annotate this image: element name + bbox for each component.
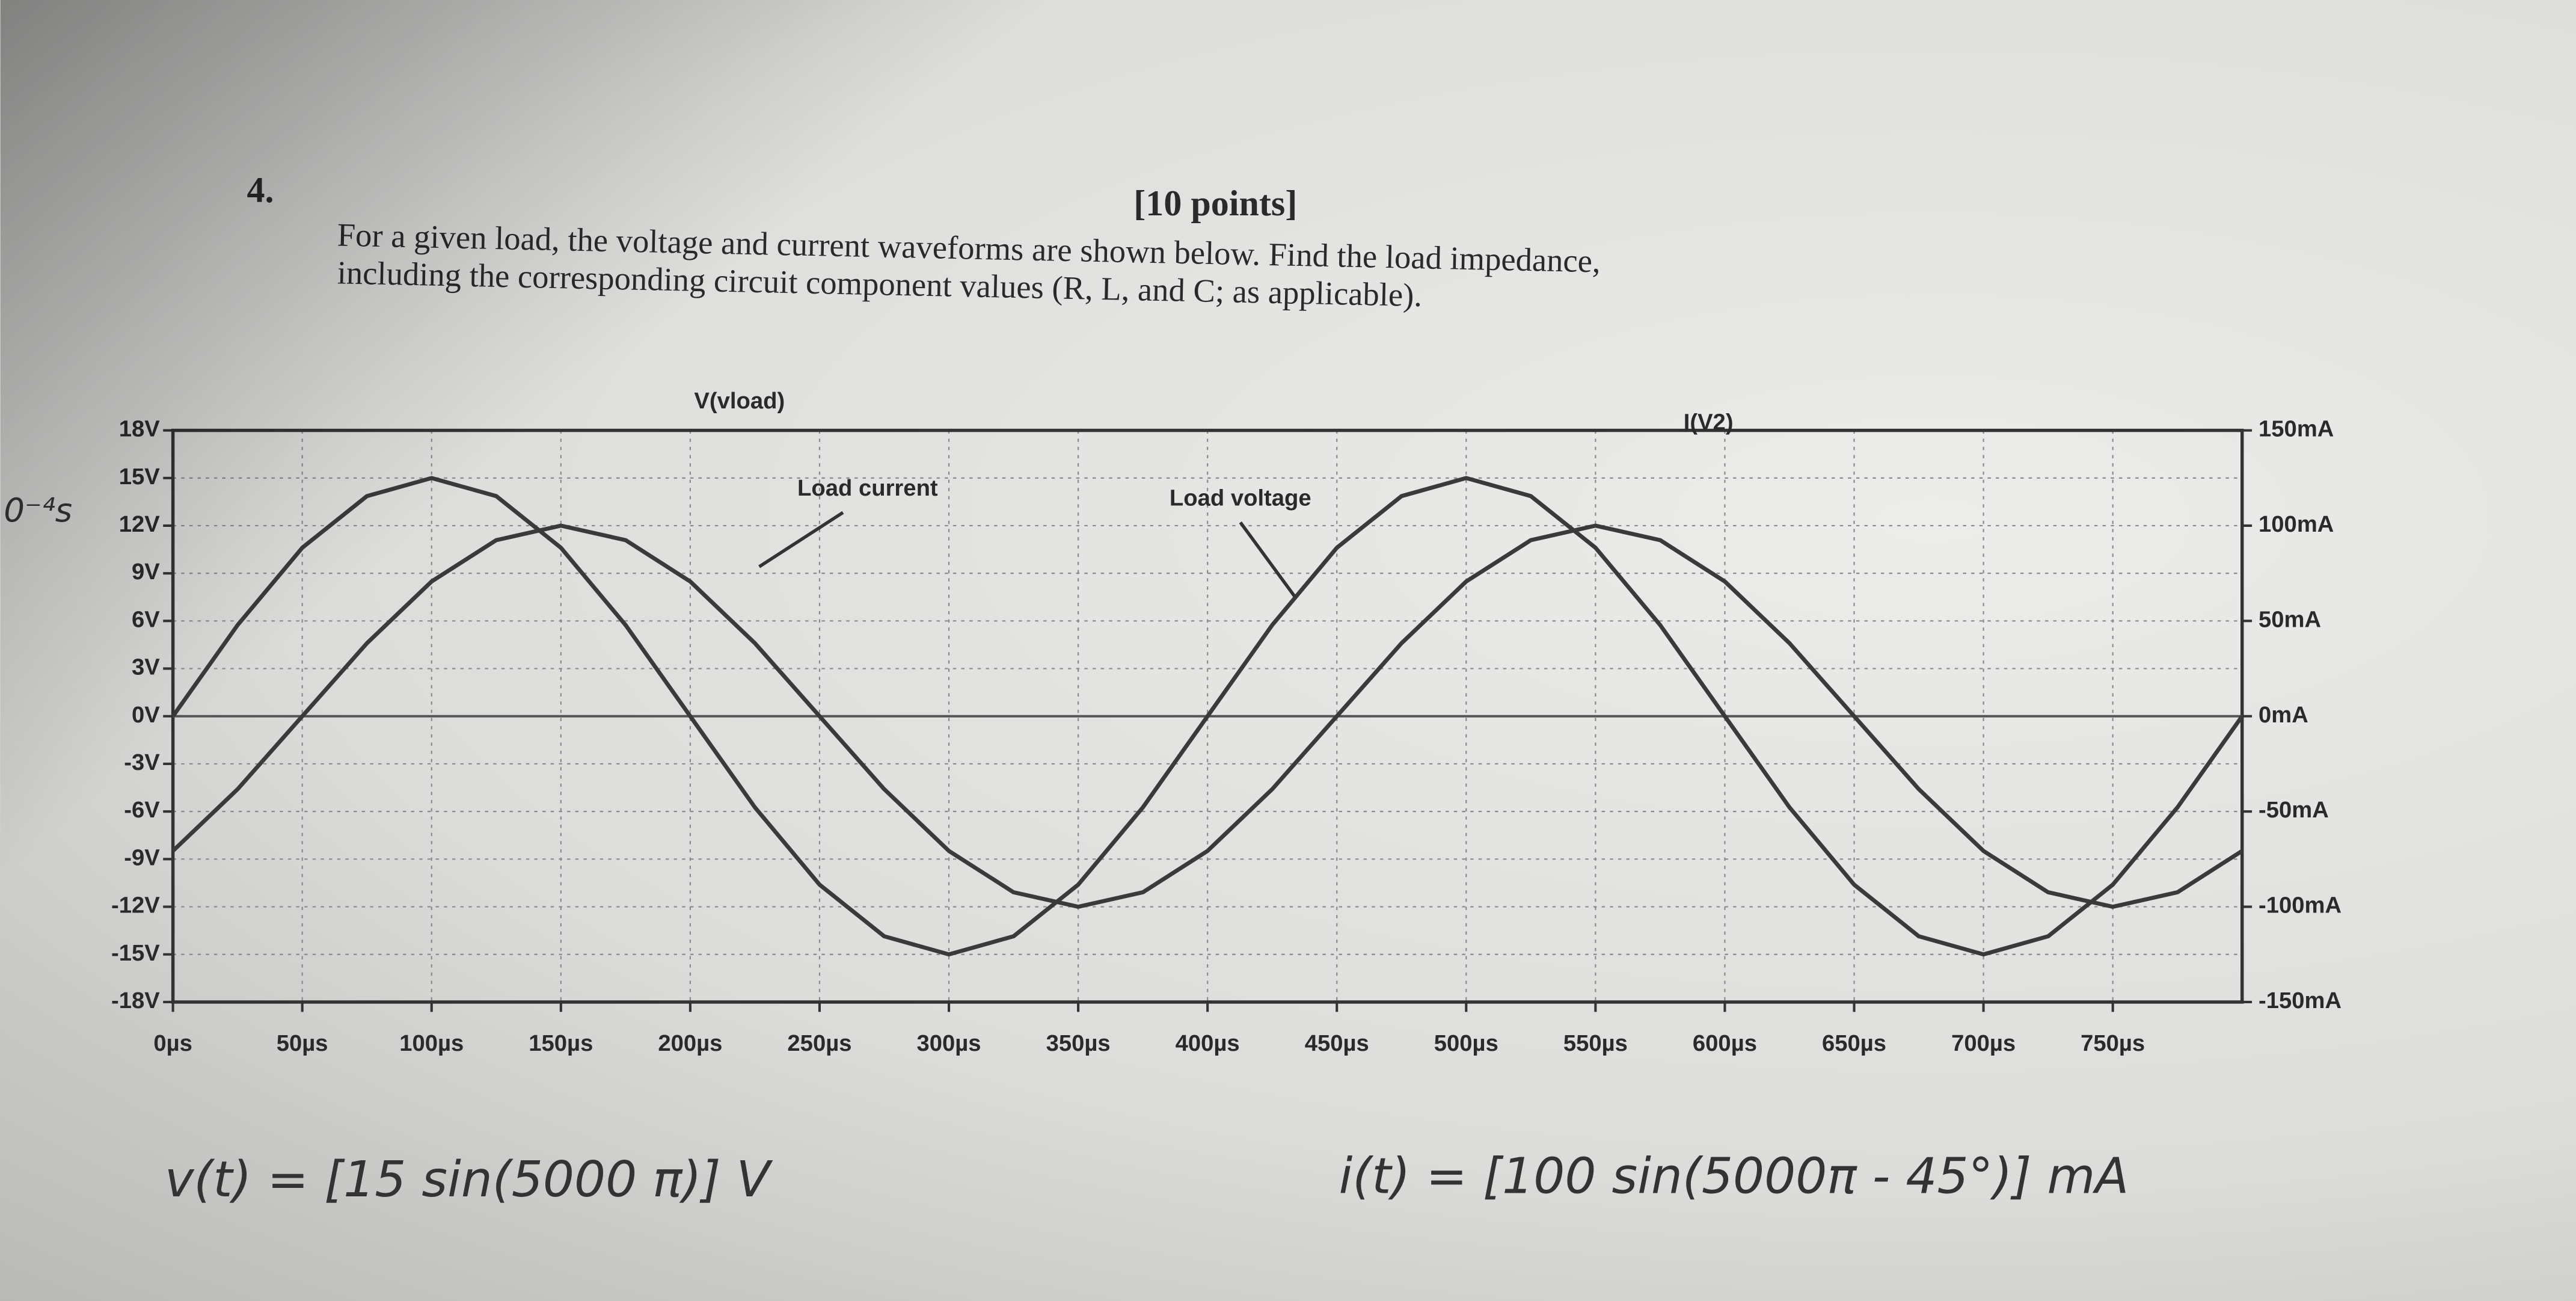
trace-name: V(vload): [694, 388, 785, 414]
x-tick-label: 50µs: [277, 1030, 328, 1056]
question-number: 4.: [247, 170, 274, 210]
y-tick-label: -12V: [111, 893, 160, 918]
y2-tick-label: 0mA: [2259, 702, 2308, 728]
trace-name: I(V2): [1684, 410, 1734, 435]
x-tick-label: 100µs: [399, 1030, 464, 1056]
points: [10 points]: [1133, 183, 1297, 223]
annotation: Load voltage: [1170, 485, 1311, 511]
y-tick-label: -6V: [124, 797, 160, 823]
y-tick-label: -18V: [111, 988, 160, 1013]
x-tick-label: 600µs: [1693, 1030, 1757, 1056]
y2-tick-label: -150mA: [2259, 988, 2341, 1013]
y-tick-label: 12V: [119, 511, 161, 537]
y2-tick-label: 50mA: [2259, 606, 2321, 632]
y-tick-label: -9V: [124, 844, 160, 870]
y-tick-label: -15V: [111, 940, 160, 966]
annotation-arrow: [1239, 521, 1296, 597]
x-tick-label: 550µs: [1563, 1030, 1628, 1056]
y2-tick-label: 150mA: [2259, 416, 2334, 442]
x-tick-label: 700µs: [1951, 1030, 2016, 1056]
x-tick-label: 350µs: [1046, 1030, 1111, 1056]
y-tick-label: 18V: [119, 416, 161, 442]
chart: 0µs 50µs 100µs 150µs 200µs 250µs 300µs 350µs 400…: [111, 388, 2341, 1056]
handwritten-voltage: v(t) = [15 sin(5000 π)] V: [165, 1151, 773, 1208]
annotation: Load current: [797, 475, 938, 501]
x-tick-label: 650µs: [1822, 1030, 1886, 1056]
x-tick-label: 500µs: [1434, 1030, 1498, 1056]
y-tick-label: 0V: [132, 702, 160, 728]
y-tick-label: 3V: [132, 654, 160, 680]
margin-note: 0⁻⁴s: [4, 491, 72, 529]
y-tick-label: -3V: [124, 749, 160, 775]
y-tick-label: 6V: [132, 606, 160, 632]
y-tick-label: 15V: [119, 464, 161, 490]
x-tick-label: 250µs: [787, 1030, 851, 1056]
x-tick-label: 750µs: [2081, 1030, 2145, 1056]
annotation-arrow: [758, 511, 844, 568]
y2-tick-label: -50mA: [2259, 797, 2329, 823]
y-tick-label: 9V: [132, 559, 160, 585]
x-tick-label: 450µs: [1305, 1030, 1369, 1056]
x-tick-label: 150µs: [529, 1030, 593, 1056]
x-tick-label: 300µs: [917, 1030, 981, 1056]
x-tick-label: 200µs: [658, 1030, 722, 1056]
x-tick-label: 400µs: [1176, 1030, 1240, 1056]
handwritten-current: i(t) = [100 sin(5000π - 45°)] mA: [1339, 1148, 2129, 1205]
x-tick-label: 0µs: [153, 1030, 192, 1056]
y2-tick-label: 100mA: [2259, 511, 2334, 537]
y2-tick-label: -100mA: [2259, 893, 2341, 918]
